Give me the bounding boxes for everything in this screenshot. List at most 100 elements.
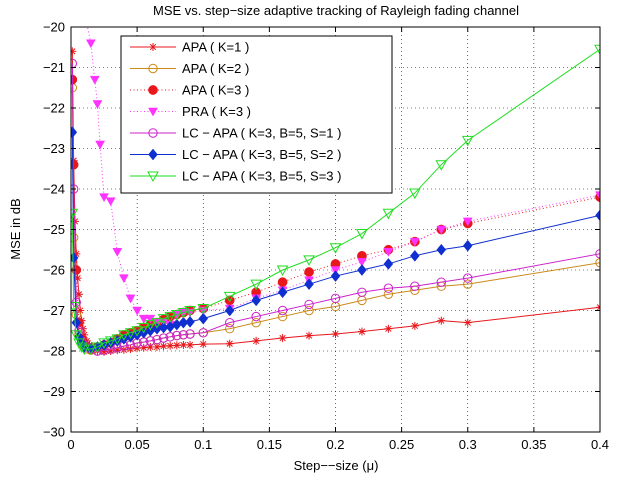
legend-entry: PRA ( K=3 )	[130, 104, 251, 119]
series-4-point	[92, 100, 103, 109]
series-5-point	[71, 184, 79, 194]
series-7-point	[594, 44, 600, 56]
legend-swatch-marker	[148, 107, 158, 117]
legend-label: APA ( K=3 )	[182, 83, 249, 98]
series-4-point	[118, 274, 129, 284]
series-1-point	[357, 327, 366, 336]
series-3-point	[277, 277, 288, 287]
series-4-point	[462, 217, 473, 227]
legend-entry: LC − APA ( K=3, B=5, S=1 )	[130, 126, 341, 141]
y-tick-label: −30	[43, 425, 65, 440]
series-1	[71, 47, 600, 356]
series-2-point	[277, 311, 288, 322]
series-7-point	[276, 265, 289, 277]
series-7-point	[250, 279, 262, 291]
axes: 0 0.05 0.1 0.15 0.2 0.25 0.3 0.35 0.4 −30 −29 −28 −2…	[43, 20, 609, 453]
legend-swatch-marker	[149, 43, 157, 51]
series-4-point	[95, 140, 106, 150]
series-1-point	[225, 339, 234, 348]
legend-swatch-marker	[148, 85, 158, 95]
series-1-point	[437, 316, 446, 325]
series-6-point	[251, 294, 261, 307]
series-2-point	[225, 324, 235, 334]
y-tick-label: −29	[43, 384, 65, 399]
series-1-point	[410, 321, 419, 330]
legend-label: APA ( K=1 )	[182, 40, 249, 55]
series-6-point	[330, 270, 341, 282]
series-1-point	[152, 342, 161, 351]
series-7-point	[71, 208, 79, 220]
series-4-point	[138, 314, 149, 324]
legend-swatch-marker	[147, 171, 159, 183]
series-5-point	[463, 273, 473, 283]
series-5-point	[145, 336, 156, 346]
series-5-point	[165, 332, 175, 342]
series-7-point	[157, 314, 170, 325]
series-7-point	[461, 135, 474, 147]
legend-label: APA ( K=2 )	[182, 61, 249, 76]
series-5-point	[330, 293, 341, 304]
legend-box	[120, 35, 393, 194]
series-7-point	[137, 323, 150, 334]
series-7-point	[124, 328, 137, 339]
series-3-point	[304, 267, 314, 277]
y-tick-label: −26	[43, 263, 65, 278]
series-6-point	[383, 258, 394, 270]
series-7-point	[75, 342, 88, 353]
legend-entry: APA ( K=3 )	[130, 83, 249, 98]
series-7-point	[177, 308, 190, 319]
series-1-point	[199, 340, 208, 349]
series-4-point	[595, 191, 600, 201]
series-4-point	[357, 258, 367, 267]
legend-entry: LC − APA ( K=3, B=5, S=3 )	[130, 169, 341, 184]
series-1-point	[252, 336, 261, 345]
series-6-point	[410, 249, 420, 262]
series-7-point	[184, 306, 196, 317]
series-2-point	[251, 317, 261, 328]
series-7-point	[71, 330, 83, 341]
legend: APA ( K=1 ) APA ( K=2 ) APA ( K=3 ) PRA ( K…	[120, 35, 393, 194]
series-7-point	[435, 160, 448, 171]
series-5-point	[410, 281, 420, 291]
series-5-point	[198, 328, 208, 338]
x-tick-label: 0.25	[389, 437, 414, 452]
series-4-point	[105, 197, 116, 207]
series-7-point	[356, 229, 368, 240]
series-7-point	[98, 338, 110, 349]
y-tick-label: −23	[43, 141, 65, 156]
y-tick-label: −20	[43, 20, 65, 35]
x-tick-label: 0	[67, 437, 74, 452]
series-7-point	[104, 336, 117, 347]
series-6-point	[185, 315, 195, 328]
series-4-point	[125, 294, 136, 304]
y-tick-label: −27	[43, 303, 65, 318]
legend-entry: APA ( K=2 )	[130, 61, 249, 76]
y-axis-title: MSE in dB	[8, 198, 23, 259]
legend-swatch-marker	[148, 148, 158, 161]
x-tick-label: 0.05	[124, 437, 149, 452]
series-7-point	[164, 312, 177, 323]
legend-label: PRA ( K=3 )	[182, 104, 251, 119]
series-5-point	[172, 330, 182, 341]
series-1-point	[596, 303, 600, 312]
series-5-point	[383, 283, 394, 293]
series-4-point	[89, 75, 100, 85]
x-tick-label: 0.1	[194, 437, 212, 452]
x-tick-label: 0.4	[591, 437, 609, 452]
legend-entry: LC − APA ( K=3, B=5, S=2 )	[130, 147, 341, 162]
series-7-point	[409, 188, 421, 200]
series-7-point	[197, 303, 210, 315]
series-1-point	[384, 324, 393, 333]
series-7-point	[223, 291, 236, 303]
series-5-point	[357, 287, 367, 297]
series-6-point	[436, 243, 447, 256]
series-2-point	[304, 305, 314, 316]
series-6-point	[304, 278, 314, 291]
series-5-point	[158, 333, 169, 343]
series-4-point	[409, 237, 420, 247]
series-4-point	[436, 225, 447, 235]
series-5-point	[185, 329, 195, 339]
x-tick-label: 0.2	[326, 437, 344, 452]
series-layer	[71, 27, 600, 356]
